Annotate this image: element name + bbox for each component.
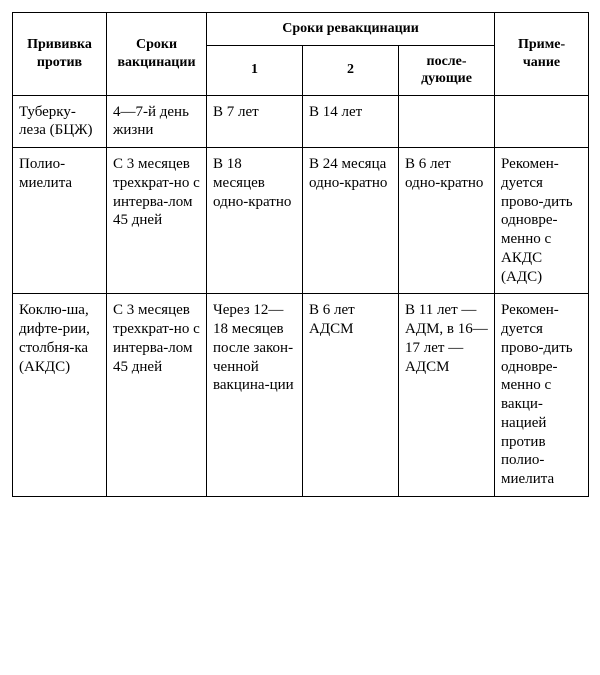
col-header-revac2: 2 xyxy=(303,45,399,95)
table-body: Туберку-леза (БЦЖ) 4—7-й день жизни В 7 … xyxy=(13,95,589,496)
cell-note xyxy=(495,95,589,148)
col-header-disease: Прививка против xyxy=(13,13,107,96)
cell-revac1: В 7 лет xyxy=(207,95,303,148)
col-header-revac-next: после-дующие xyxy=(399,45,495,95)
col-header-revac1: 1 xyxy=(207,45,303,95)
cell-disease: Коклю-ша, дифте-рии, столбня-ка (АКДС) xyxy=(13,294,107,497)
cell-revac1: В 18 месяцев одно-кратно xyxy=(207,148,303,294)
table-row: Полио-миелита С 3 месяцев трехкрат-но с … xyxy=(13,148,589,294)
cell-revac2: В 6 лет АДСМ xyxy=(303,294,399,497)
cell-vaccination: С 3 месяцев трехкрат-но с интерва-лом 45… xyxy=(107,148,207,294)
cell-note: Рекомен-дуется прово-дить одновре-менно … xyxy=(495,148,589,294)
col-header-note: Приме-чание xyxy=(495,13,589,96)
table-header: Прививка против Сроки вакцинации Сроки р… xyxy=(13,13,589,96)
cell-revac-next xyxy=(399,95,495,148)
cell-revac2: В 14 лет xyxy=(303,95,399,148)
cell-revac-next: В 6 лет одно-кратно xyxy=(399,148,495,294)
col-header-revaccination-group: Сроки ревакцинации xyxy=(207,13,495,46)
table-row: Туберку-леза (БЦЖ) 4—7-й день жизни В 7 … xyxy=(13,95,589,148)
cell-revac2: В 24 месяца одно-кратно xyxy=(303,148,399,294)
col-header-vaccination: Сроки вакцинации xyxy=(107,13,207,96)
cell-disease: Туберку-леза (БЦЖ) xyxy=(13,95,107,148)
cell-disease: Полио-миелита xyxy=(13,148,107,294)
cell-vaccination: 4—7-й день жизни xyxy=(107,95,207,148)
cell-vaccination: С 3 месяцев трехкрат-но с интерва-лом 45… xyxy=(107,294,207,497)
cell-revac1: Через 12—18 месяцев после закон-ченной в… xyxy=(207,294,303,497)
cell-revac-next: В 11 лет — АДМ, в 16—17 лет — АДСМ xyxy=(399,294,495,497)
table-row: Коклю-ша, дифте-рии, столбня-ка (АКДС) С… xyxy=(13,294,589,497)
vaccination-schedule-table: Прививка против Сроки вакцинации Сроки р… xyxy=(12,12,589,497)
cell-note: Рекомен-дуется прово-дить одновре-менно … xyxy=(495,294,589,497)
